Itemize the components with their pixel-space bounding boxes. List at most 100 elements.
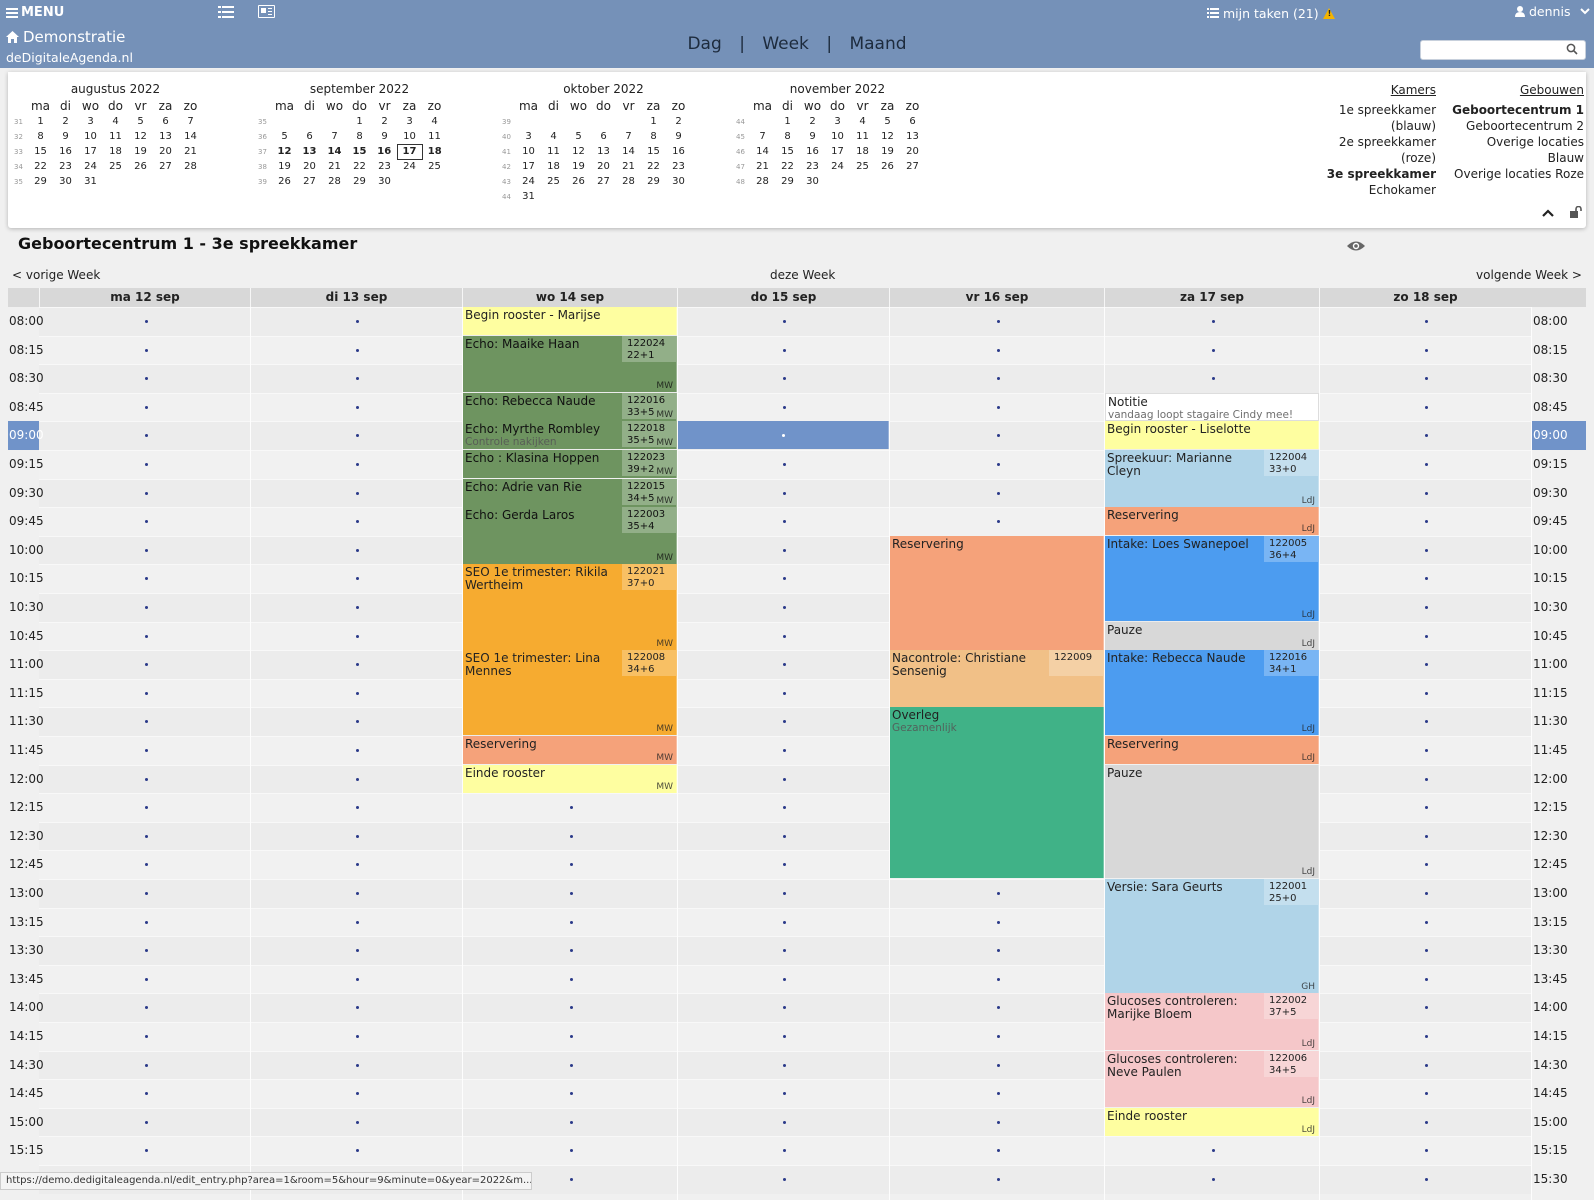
- week-number[interactable]: 44: [502, 192, 511, 201]
- room-item-selected[interactable]: 3e spreekkamer: [1326, 167, 1436, 181]
- calendar-day[interactable]: 17: [522, 161, 535, 172]
- calendar-day[interactable]: 7: [331, 131, 338, 142]
- calendar-event[interactable]: Pauze LdJ: [1105, 621, 1319, 650]
- week-number[interactable]: 34: [14, 162, 23, 171]
- calendar-event[interactable]: Intake: Loes Swanepoel 122005 36+4 LdJ: [1105, 535, 1319, 621]
- empty-slot-dot[interactable]: [145, 921, 148, 924]
- calendar-day[interactable]: 19: [278, 161, 291, 172]
- day-header[interactable]: wo 14 sep: [462, 288, 677, 307]
- empty-slot-dot[interactable]: [783, 549, 786, 552]
- calendar-day[interactable]: 19: [134, 146, 147, 157]
- calendar-event[interactable]: Pauze LdJ: [1105, 764, 1319, 879]
- week-number[interactable]: 44: [736, 117, 745, 126]
- time-label-right[interactable]: 12:45: [1533, 857, 1568, 872]
- empty-slot-dot[interactable]: [783, 1178, 786, 1181]
- empty-slot-dot[interactable]: [356, 406, 359, 409]
- time-label-right[interactable]: 10:30: [1533, 600, 1568, 614]
- time-label-left[interactable]: 08:00: [9, 314, 44, 328]
- empty-slot-dot[interactable]: [356, 720, 359, 723]
- calendar-day[interactable]: 13: [302, 146, 317, 157]
- time-label-left[interactable]: 09:30: [9, 485, 44, 500]
- calendar-day[interactable]: 4: [550, 131, 557, 142]
- week-number[interactable]: 39: [502, 117, 511, 126]
- calendar-day[interactable]: 8: [356, 131, 363, 142]
- calendar-day[interactable]: 7: [759, 131, 766, 142]
- calendar-event[interactable]: Versie: Sara Geurts 122001 25+0 GH: [1105, 879, 1319, 993]
- empty-slot-dot[interactable]: [783, 863, 786, 866]
- empty-slot-dot[interactable]: [1212, 320, 1215, 323]
- empty-slot-dot[interactable]: [783, 1092, 786, 1095]
- empty-slot-dot[interactable]: [783, 663, 786, 666]
- empty-slot-dot[interactable]: [356, 1121, 359, 1124]
- time-label-right[interactable]: 08:30: [1533, 371, 1568, 386]
- building-item[interactable]: Geboortecentrum 2: [1466, 119, 1584, 133]
- empty-slot-dot[interactable]: [356, 978, 359, 981]
- empty-slot-dot[interactable]: [145, 492, 148, 495]
- empty-slot-dot[interactable]: [783, 1006, 786, 1009]
- calendar-day[interactable]: 6: [600, 131, 607, 142]
- empty-slot-dot[interactable]: [145, 1064, 148, 1067]
- empty-slot-dot[interactable]: [783, 978, 786, 981]
- time-label-right[interactable]: 12:30: [1533, 828, 1568, 843]
- calendar-day[interactable]: 18: [109, 146, 122, 157]
- previous-week-link[interactable]: < vorige Week: [12, 268, 101, 282]
- calendar-day[interactable]: 20: [597, 161, 610, 172]
- calendar-day[interactable]: 18: [547, 161, 560, 172]
- calendar-day[interactable]: 3: [525, 131, 532, 142]
- empty-slot-dot[interactable]: [356, 1064, 359, 1067]
- calendar-day[interactable]: 30: [672, 176, 685, 187]
- calendar-day[interactable]: 10: [403, 130, 416, 142]
- calendar-day[interactable]: 16: [59, 146, 72, 157]
- building-item[interactable]: Overige locaties Blauw: [1486, 135, 1584, 165]
- calendar-event[interactable]: Nacontrole: Christiane Sensenig 122009: [890, 650, 1104, 707]
- empty-slot-dot[interactable]: [145, 835, 148, 838]
- calendar-day[interactable]: 5: [884, 116, 891, 127]
- empty-slot-dot[interactable]: [356, 549, 359, 552]
- week-number[interactable]: 42: [502, 162, 511, 171]
- empty-slot-dot[interactable]: [356, 320, 359, 323]
- day-header[interactable]: vr 16 sep: [889, 288, 1104, 307]
- empty-slot-dot[interactable]: [1425, 463, 1428, 466]
- empty-slot-dot[interactable]: [570, 1121, 573, 1124]
- calendar-event[interactable]: Reservering: [890, 535, 1104, 650]
- calendar-event[interactable]: Notitie vandaag loopt stagaire Cindy mee!: [1105, 392, 1319, 421]
- empty-slot-dot[interactable]: [997, 949, 1000, 952]
- empty-slot-dot[interactable]: [783, 606, 786, 609]
- calendar-day[interactable]: 2: [62, 116, 69, 127]
- empty-slot-dot[interactable]: [997, 892, 1000, 895]
- calendar-day[interactable]: 28: [184, 161, 197, 172]
- week-number[interactable]: 38: [258, 162, 267, 171]
- week-number[interactable]: 35: [258, 117, 267, 126]
- empty-slot-dot[interactable]: [356, 635, 359, 638]
- time-label-left[interactable]: 12:00: [9, 771, 44, 786]
- empty-slot-dot[interactable]: [1425, 1064, 1428, 1067]
- calendar-day[interactable]: 14: [622, 146, 635, 157]
- calendar-day[interactable]: 23: [378, 161, 391, 172]
- empty-slot-dot[interactable]: [145, 635, 148, 638]
- time-label-left[interactable]: 11:45: [9, 743, 44, 757]
- calendar-day[interactable]: 24: [522, 176, 535, 187]
- empty-slot-dot[interactable]: [783, 320, 786, 323]
- empty-slot-dot[interactable]: [356, 663, 359, 666]
- calendar-day[interactable]: 12: [277, 146, 292, 157]
- user-menu[interactable]: dennis: [1515, 4, 1591, 19]
- calendar-day[interactable]: 13: [906, 131, 919, 142]
- building-item[interactable]: Overige locaties Roze: [1454, 167, 1584, 181]
- empty-slot-dot[interactable]: [356, 520, 359, 523]
- empty-slot-dot[interactable]: [1425, 635, 1428, 638]
- empty-slot-dot[interactable]: [1425, 778, 1428, 781]
- calendar-event[interactable]: SEO 1e trimester: Lina Mennes 122008 34+6…: [463, 650, 677, 736]
- calendar-day[interactable]: 15: [647, 146, 660, 157]
- empty-slot-dot[interactable]: [1212, 1149, 1215, 1152]
- empty-slot-dot[interactable]: [356, 1035, 359, 1038]
- empty-slot-dot[interactable]: [1425, 978, 1428, 981]
- week-number[interactable]: 47: [736, 162, 745, 171]
- time-label-right[interactable]: 08:00: [1533, 314, 1568, 328]
- calendar-day[interactable]: 11: [428, 131, 441, 142]
- calendar-day[interactable]: 1: [784, 116, 791, 127]
- calendar-event[interactable]: SEO 1e trimester: Rikila Wertheim 122021 …: [463, 564, 677, 650]
- time-label-right[interactable]: 09:30: [1533, 485, 1568, 500]
- empty-slot-dot[interactable]: [356, 806, 359, 809]
- empty-slot-dot[interactable]: [783, 806, 786, 809]
- empty-slot-dot[interactable]: [783, 778, 786, 781]
